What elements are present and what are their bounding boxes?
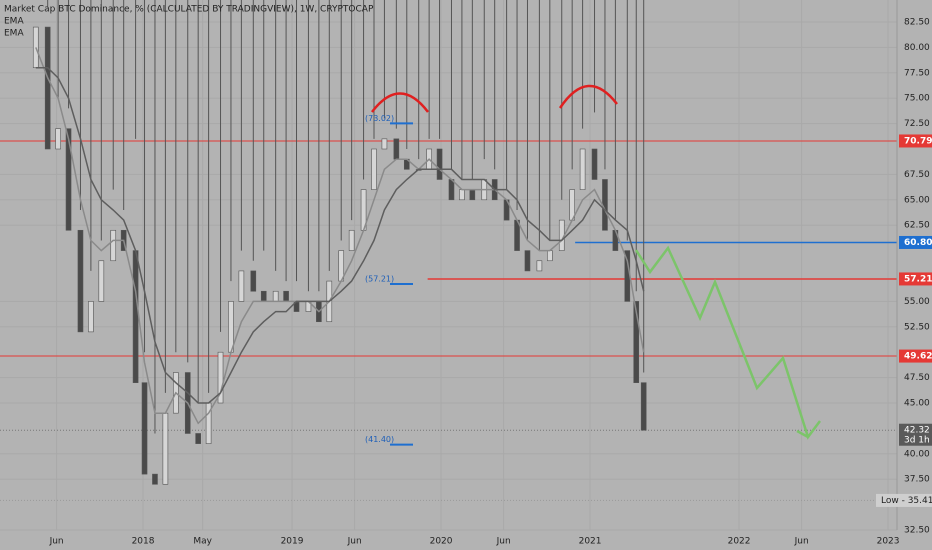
price-tag-label: 57.21	[904, 274, 932, 284]
y-tick-label: 62.50	[904, 221, 930, 231]
candle-body	[633, 301, 640, 383]
candle-body	[579, 148, 586, 190]
y-tick-label: 45.00	[904, 399, 930, 409]
price-tag-label: 49.62	[904, 352, 932, 362]
candle-body	[195, 433, 201, 444]
legend-entry: EMA	[4, 17, 24, 27]
price-tag-label: 42.32	[904, 426, 930, 436]
annotation-label: (73.02)	[365, 114, 394, 123]
candle-body	[469, 189, 476, 201]
candle-body	[591, 148, 598, 180]
axis: 32.50 37.50 40.00 45.00 47.50 52.50 55.00 62.50…	[49, 18, 932, 547]
candle-body	[141, 382, 148, 475]
candle-body	[393, 138, 400, 160]
candle-body	[547, 250, 553, 262]
candle-body	[162, 412, 169, 485]
candle-body	[250, 270, 257, 292]
y-tick-label: 67.50	[904, 170, 930, 180]
candle-body	[272, 290, 279, 302]
projection-path	[634, 245, 821, 440]
candle-body	[55, 128, 61, 150]
y-tick-label: 47.50	[904, 373, 930, 383]
y-tick-label: 72.50	[904, 119, 930, 129]
candle-body	[152, 473, 158, 485]
annotation-label: (41.40)	[365, 435, 394, 444]
candle-body	[260, 290, 267, 302]
candle-body	[228, 301, 234, 353]
annotation-label: (57.21)	[365, 274, 394, 283]
ema-line	[35, 47, 645, 425]
x-tick-label: 2020	[430, 537, 453, 547]
x-tick-label: 2023	[877, 537, 900, 547]
candle-body	[77, 229, 84, 333]
candle-body	[88, 301, 94, 333]
head-arc	[371, 92, 429, 113]
candle-body	[32, 26, 39, 69]
candle-body	[459, 189, 465, 201]
y-tick-label: 65.00	[904, 195, 930, 205]
candle-body	[371, 148, 377, 190]
x-tick-label: 2018	[132, 537, 155, 547]
low-tag	[876, 493, 932, 507]
chart-title: Market Cap BTC Dominance, % (CALCULATED …	[4, 5, 374, 15]
candle-body	[98, 260, 105, 302]
price-tag	[899, 235, 932, 249]
candle-body	[536, 260, 543, 272]
price-tag	[899, 349, 932, 363]
x-tick-label: 2019	[281, 537, 304, 547]
x-tick-label: May	[193, 537, 212, 547]
y-tick-label: 75.00	[904, 94, 930, 104]
countdown-label: 3d 1h	[904, 436, 930, 446]
y-tick-label: 77.50	[904, 68, 930, 78]
candle-body	[110, 229, 117, 262]
plot: (73.02) (57.21) (41.40)	[32, 0, 647, 485]
low-tag-label: Low - 35.41	[881, 496, 932, 506]
candle-body	[217, 351, 224, 404]
candle-body	[238, 270, 245, 302]
y-tick-label: 52.50	[904, 322, 930, 332]
y-tick-label: 40.00	[904, 449, 930, 459]
x-tick-label: 2022	[728, 537, 751, 547]
candle-body	[348, 229, 355, 251]
y-tick-label: 37.50	[904, 475, 930, 485]
y-tick-label: 82.50	[904, 18, 930, 28]
price-tag	[899, 423, 932, 446]
legend-entry: EMA	[4, 29, 24, 39]
candle-body	[640, 382, 647, 431]
candle-body	[132, 250, 139, 383]
price-tag	[899, 134, 932, 148]
price-tag-label: 60.80	[904, 238, 932, 248]
y-tick-label: 32.50	[904, 526, 930, 536]
x-tick-label: Jun	[49, 537, 64, 547]
ema-line	[35, 66, 645, 404]
candle-body	[283, 290, 289, 302]
candle-body	[524, 250, 531, 272]
x-tick-label: Jun	[496, 537, 511, 547]
x-tick-label: 2021	[579, 537, 602, 547]
head-arc	[558, 84, 618, 109]
price-tag-label: 70.79	[904, 136, 932, 146]
x-tick-label: Jun	[347, 537, 362, 547]
y-tick-label: 55.00	[904, 297, 930, 307]
candle-body	[44, 26, 51, 150]
candle-body	[381, 138, 388, 150]
y-tick-label: 80.00	[904, 43, 930, 53]
grid	[0, 140, 897, 501]
x-tick-label: Jun	[794, 537, 809, 547]
candle-body	[65, 128, 72, 231]
candle-body	[448, 179, 455, 201]
price-tag	[899, 272, 932, 286]
candle-body	[436, 148, 443, 180]
